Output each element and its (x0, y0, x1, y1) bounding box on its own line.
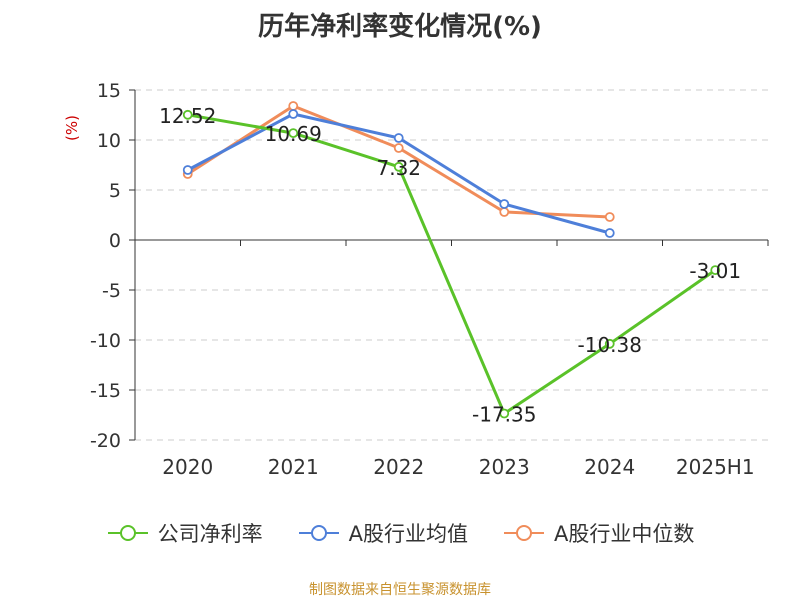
data-label: 10.69 (265, 122, 322, 146)
data-label: -3.01 (689, 259, 741, 283)
data-point (604, 228, 615, 238)
data-point (710, 265, 721, 276)
x-tick-label: 2025H1 (676, 455, 755, 479)
x-tick-label: 2023 (479, 455, 530, 479)
legend-circle (310, 525, 327, 541)
data-point (182, 165, 193, 175)
data-point (604, 212, 615, 222)
grid-lines (135, 89, 768, 441)
y-tick-label: 15 (97, 80, 121, 102)
data-label: 7.32 (376, 156, 421, 180)
data-labels: 12.52 10.69 7.32 -17.35 -10.38 -3.01 (159, 104, 741, 427)
legend-item[interactable]: A股行业中位数 (502, 518, 694, 548)
y-tick-label: -15 (90, 380, 121, 402)
x-tick-label: 2024 (584, 455, 635, 479)
data-label: 12.52 (159, 104, 216, 128)
y-tick-label: 0 (109, 230, 121, 252)
data-point (499, 408, 510, 419)
legend-label: A股行业中位数 (554, 522, 695, 546)
x-tick-label: 2022 (373, 455, 424, 479)
data-point (393, 133, 404, 143)
y-tick-label: -20 (90, 430, 121, 452)
series-line (187, 113, 717, 415)
legend-marker (298, 525, 339, 541)
data-point (604, 338, 615, 349)
legend-marker (107, 525, 148, 541)
data-label: -17.35 (472, 403, 536, 427)
data-point (288, 128, 299, 139)
data-point (393, 143, 404, 153)
data-point (182, 109, 193, 120)
data-point (288, 101, 299, 111)
legend-marker (504, 525, 544, 541)
legend-label: 公司净利率 (157, 522, 263, 546)
series-lines (182, 101, 721, 419)
data-point (499, 199, 510, 209)
chart-title: 历年净利率变化情况(%) (258, 12, 542, 42)
legend-circle (119, 525, 136, 541)
data-point (393, 161, 404, 172)
legend-item[interactable]: 公司净利率 (106, 518, 263, 548)
chart-legend: 公司净利率 A股行业均值 A股行业中位数 (0, 518, 800, 548)
legend-label: A股行业均值 (348, 522, 468, 546)
source-note: 制图数据来自恒生聚源数据库 (309, 582, 491, 598)
y-tick-label: -10 (90, 330, 121, 352)
y-tick-label: 5 (109, 180, 121, 202)
data-label: -10.38 (578, 333, 642, 357)
legend-circle (516, 525, 532, 541)
axes: 15 10 5 0 -5 -10 -15 -20 2020 2021 2022 2023 2024 202… (90, 80, 769, 479)
data-point (499, 207, 510, 217)
y-axis-label: (%) (63, 115, 81, 141)
x-tick-label: 2021 (268, 455, 319, 479)
y-tick-label: -5 (102, 280, 121, 302)
y-tick-label: 10 (97, 130, 121, 152)
x-tick-label: 2020 (162, 455, 213, 479)
data-point (288, 109, 299, 119)
legend-item[interactable]: A股行业均值 (297, 518, 468, 548)
